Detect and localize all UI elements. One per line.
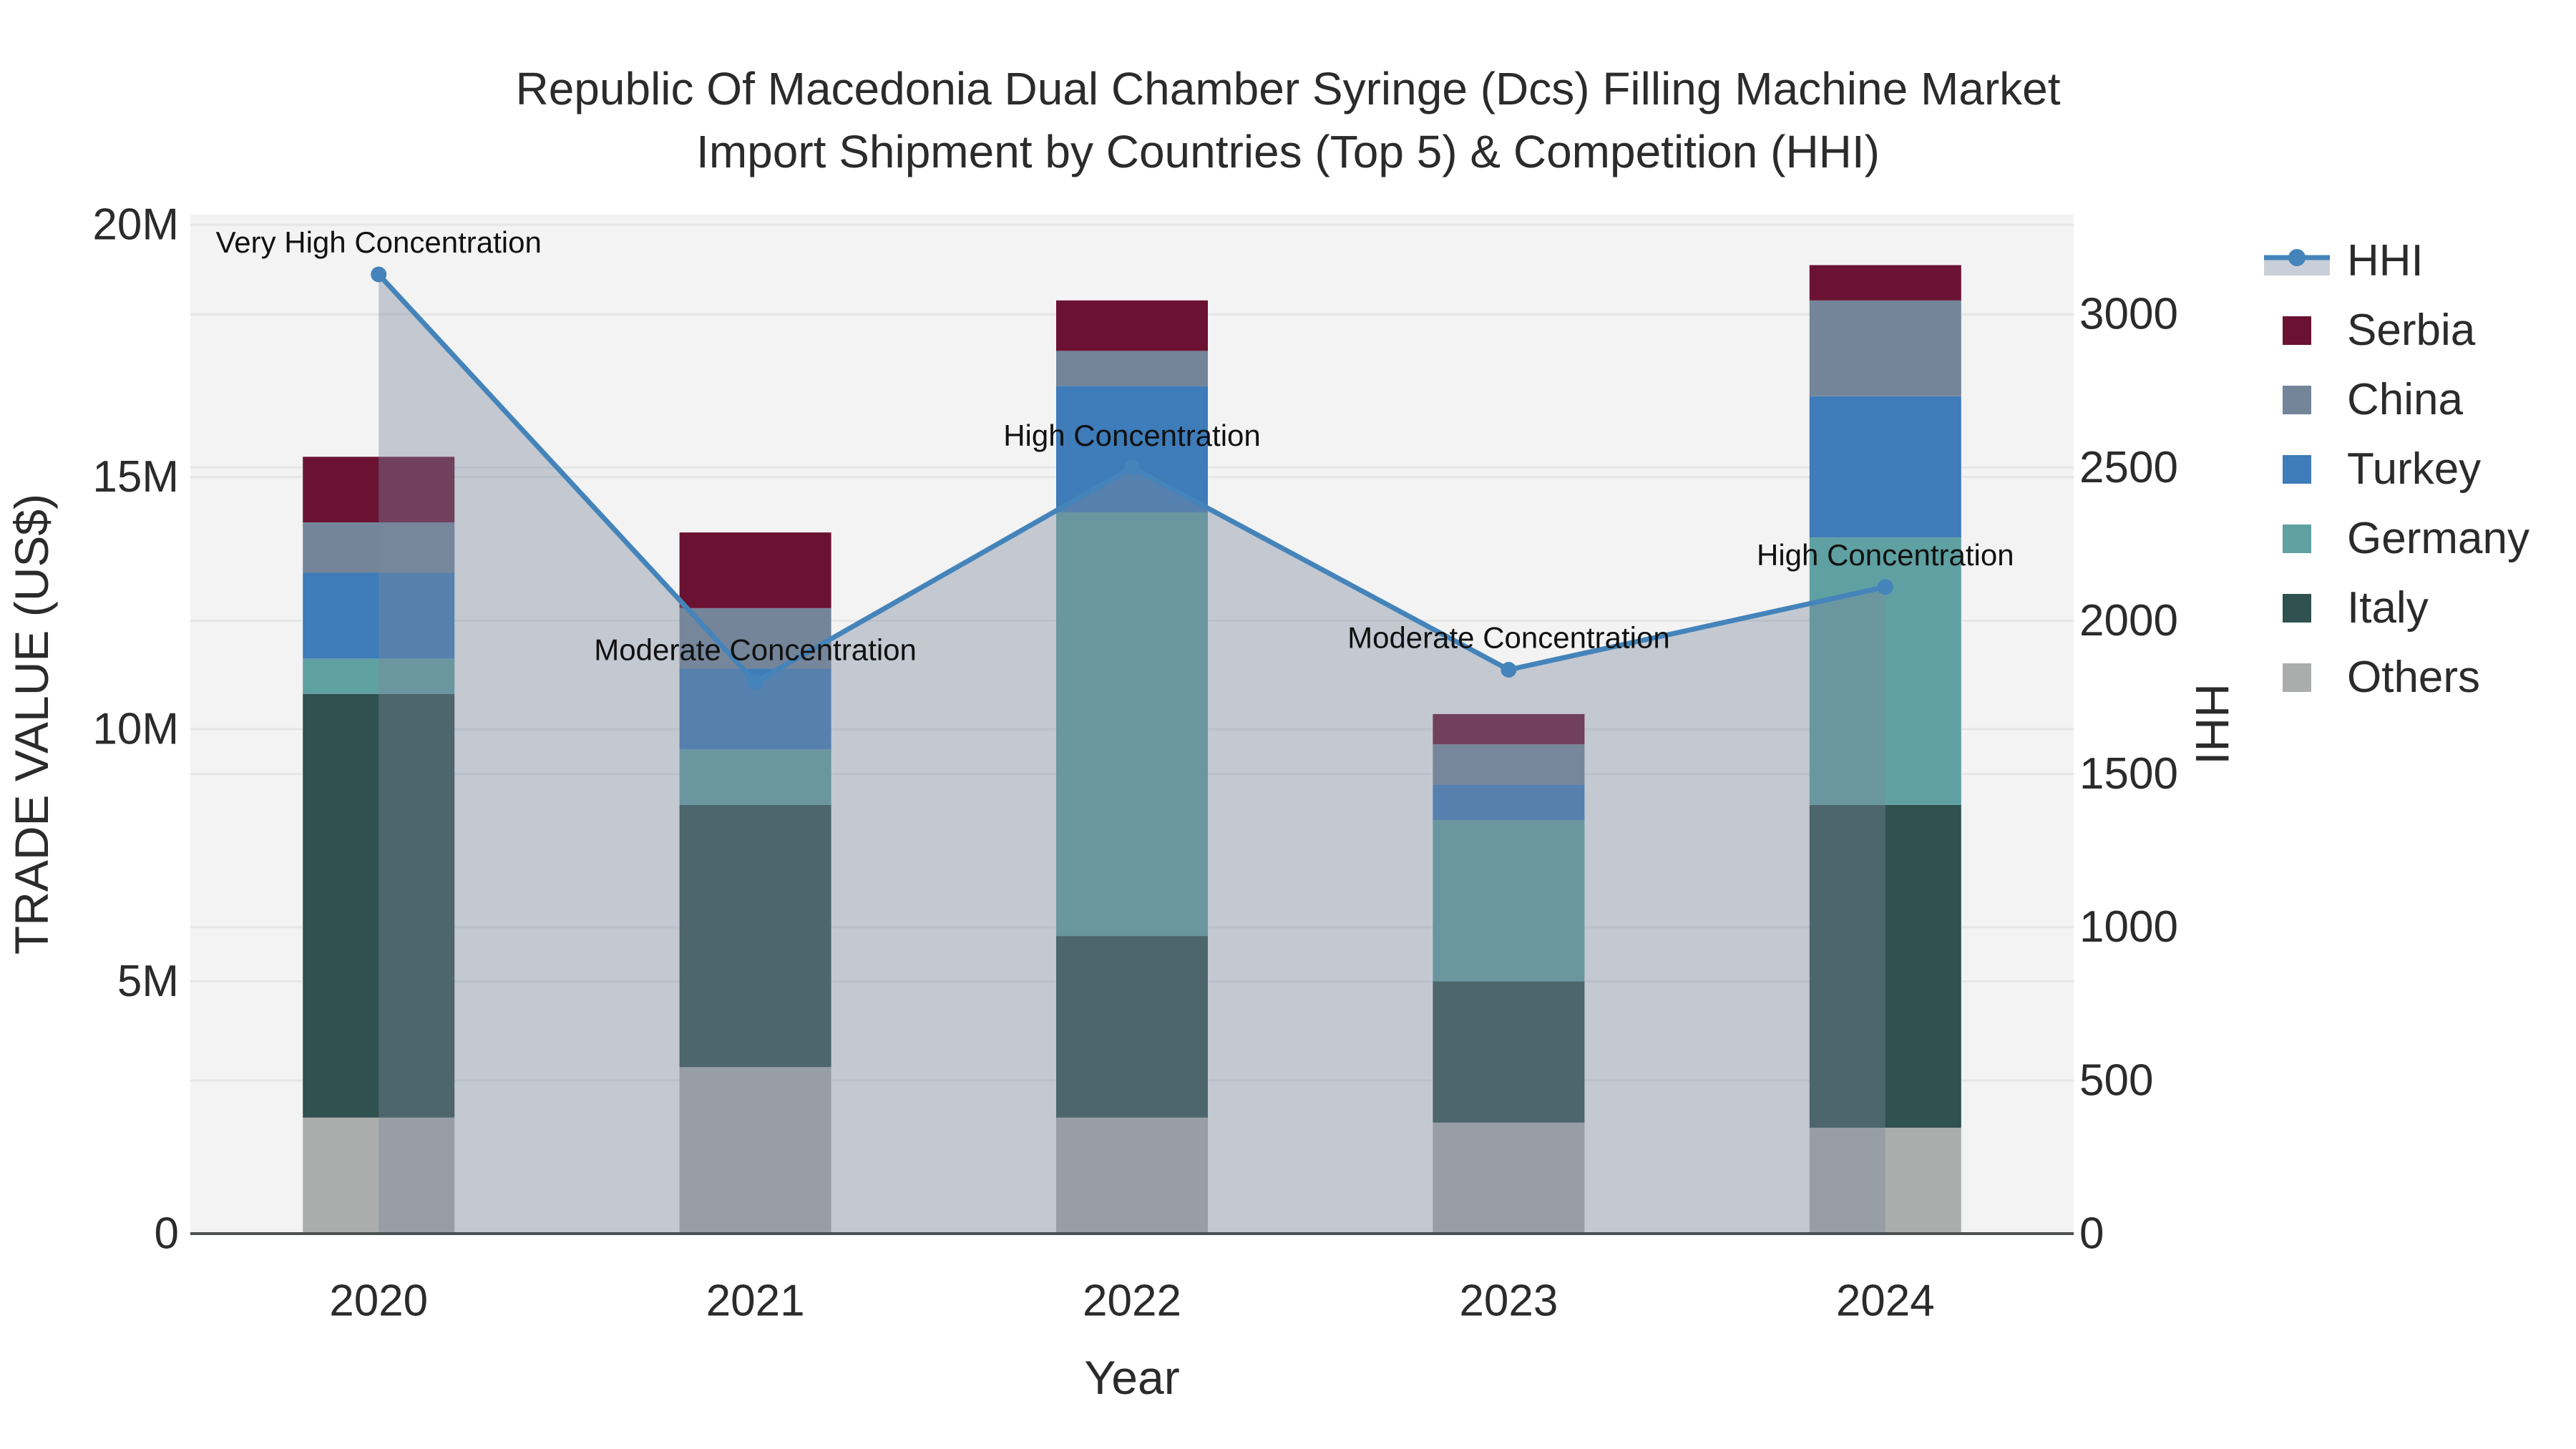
- right-tick-2000: 2000: [2079, 596, 2178, 645]
- legend-color-icon: [2283, 454, 2311, 484]
- x-tick-2022: 2022: [1083, 1277, 1181, 1326]
- hhi-marker-swatch: [2288, 248, 2306, 266]
- legend-label-others: Others: [2347, 653, 2481, 702]
- legend-item-serbia[interactable]: Serbia: [2261, 296, 2529, 365]
- annotation-2020: Very High Concentration: [216, 225, 542, 259]
- bar-segment-turkey-2024[interactable]: [1809, 396, 1961, 538]
- chart-title-line1: Republic Of Macedonia Dual Chamber Syrin…: [515, 63, 2061, 114]
- legend-label-germany: Germany: [2347, 514, 2529, 563]
- hhi-area-fill: [379, 274, 1885, 1234]
- legend-color-icon: [2283, 593, 2311, 623]
- x-axis-title: Year: [1084, 1351, 1180, 1404]
- bar-segment-china-2022[interactable]: [1056, 351, 1208, 386]
- legend-swatch-serbia: [2261, 316, 2333, 345]
- legend-swatch-china: [2261, 385, 2333, 414]
- legend-swatch-italy: [2261, 593, 2333, 623]
- annotation-2024: High Concentration: [1757, 538, 2014, 572]
- x-tick-2024: 2024: [1836, 1277, 1935, 1326]
- legend-item-italy[interactable]: Italy: [2261, 573, 2529, 643]
- bar-segment-others-2022[interactable]: [1056, 1117, 1208, 1234]
- left-tick-10M: 10M: [92, 705, 179, 754]
- annotation-2021: Moderate Concentration: [594, 633, 917, 667]
- bar-segment-turkey-2020[interactable]: [303, 572, 455, 659]
- legend-item-germany[interactable]: Germany: [2261, 504, 2529, 573]
- chart-title: Republic Of Macedonia Dual Chamber Syrin…: [0, 57, 2576, 183]
- left-tick-0: 0: [155, 1209, 179, 1259]
- right-axis-title: HHI: [2186, 683, 2239, 765]
- annotation-2022: High Concentration: [1003, 419, 1261, 452]
- bar-segment-china-2020[interactable]: [303, 522, 455, 573]
- bar-segment-others-2020[interactable]: [303, 1117, 455, 1234]
- right-tick-1000: 1000: [2079, 902, 2178, 952]
- chart-title-line2: Import Shipment by Countries (Top 5) & C…: [696, 126, 1880, 177]
- left-tick-15M: 15M: [92, 452, 179, 502]
- legend-item-hhi[interactable]: HHI: [2261, 226, 2529, 296]
- bar-segment-serbia-2021[interactable]: [679, 532, 831, 608]
- hhi-marker-2020[interactable]: [371, 266, 387, 283]
- legend: HHI Serbia China Turkey Germany Italy Others: [2261, 226, 2529, 712]
- bar-segment-serbia-2022[interactable]: [1056, 300, 1208, 351]
- bar-segment-serbia-2023[interactable]: [1433, 713, 1585, 745]
- bar-segment-others-2024[interactable]: [1809, 1127, 1961, 1234]
- bar-segment-serbia-2020[interactable]: [303, 457, 455, 523]
- bar-segment-italy-2021[interactable]: [679, 804, 831, 1068]
- x-tick-2021: 2021: [706, 1277, 805, 1326]
- bar-segment-italy-2022[interactable]: [1056, 936, 1208, 1118]
- bar-segment-germany-2020[interactable]: [303, 658, 455, 694]
- bar-segment-serbia-2024[interactable]: [1809, 265, 1961, 301]
- bar-segment-turkey-2022[interactable]: [1056, 386, 1208, 512]
- bar-segment-others-2023[interactable]: [1433, 1122, 1585, 1234]
- legend-label-china: China: [2347, 375, 2463, 424]
- legend-color-icon: [2283, 385, 2311, 414]
- legend-item-turkey[interactable]: Turkey: [2261, 434, 2529, 504]
- left-tick-20M: 20M: [92, 200, 179, 250]
- bar-segment-italy-2024[interactable]: [1809, 804, 1961, 1128]
- legend-color-icon: [2283, 524, 2311, 553]
- bar-segment-italy-2020[interactable]: [303, 693, 455, 1118]
- right-tick-3000: 3000: [2079, 290, 2178, 339]
- legend-label-serbia: Serbia: [2347, 306, 2476, 355]
- legend-swatch-turkey: [2261, 454, 2333, 484]
- annotation-2023: Moderate Concentration: [1347, 620, 1670, 654]
- bar-segment-germany-2022[interactable]: [1056, 512, 1208, 937]
- bar-segment-china-2021[interactable]: [679, 608, 831, 669]
- bar-segment-others-2021[interactable]: [679, 1067, 831, 1234]
- legend-item-china[interactable]: China: [2261, 365, 2529, 434]
- legend-swatch-hhi-line-icon: [2261, 245, 2333, 277]
- hhi-marker-2024[interactable]: [1877, 579, 1893, 595]
- legend-swatch-germany: [2261, 524, 2333, 553]
- bar-segment-germany-2023[interactable]: [1433, 819, 1585, 982]
- hhi-swatch-icon: [2264, 248, 2330, 275]
- right-tick-2500: 2500: [2079, 443, 2178, 492]
- bar-segment-italy-2023[interactable]: [1433, 981, 1585, 1123]
- x-tick-2020: 2020: [329, 1277, 428, 1326]
- right-tick-500: 500: [2079, 1055, 2153, 1105]
- legend-color-icon: [2283, 316, 2311, 345]
- right-tick-1500: 1500: [2079, 749, 2178, 799]
- bar-segment-germany-2021[interactable]: [679, 749, 831, 805]
- legend-label-hhi: HHI: [2347, 236, 2424, 286]
- hhi-marker-2021[interactable]: [747, 674, 763, 691]
- left-tick-5M: 5M: [117, 957, 179, 1006]
- bar-segment-china-2023[interactable]: [1433, 744, 1585, 785]
- bar-segment-turkey-2023[interactable]: [1433, 784, 1585, 820]
- right-tick-0: 0: [2079, 1209, 2104, 1259]
- left-axis-title: TRADE VALUE (US$): [5, 493, 58, 955]
- hhi-marker-2022[interactable]: [1124, 459, 1140, 476]
- legend-swatch-others: [2261, 663, 2333, 692]
- legend-color-icon: [2283, 663, 2311, 692]
- legend-label-italy: Italy: [2347, 583, 2429, 633]
- hhi-marker-2023[interactable]: [1501, 661, 1517, 678]
- x-tick-2023: 2023: [1459, 1277, 1558, 1326]
- bar-segment-china-2024[interactable]: [1809, 300, 1961, 396]
- legend-item-others[interactable]: Others: [2261, 643, 2529, 712]
- legend-label-turkey: Turkey: [2347, 444, 2482, 494]
